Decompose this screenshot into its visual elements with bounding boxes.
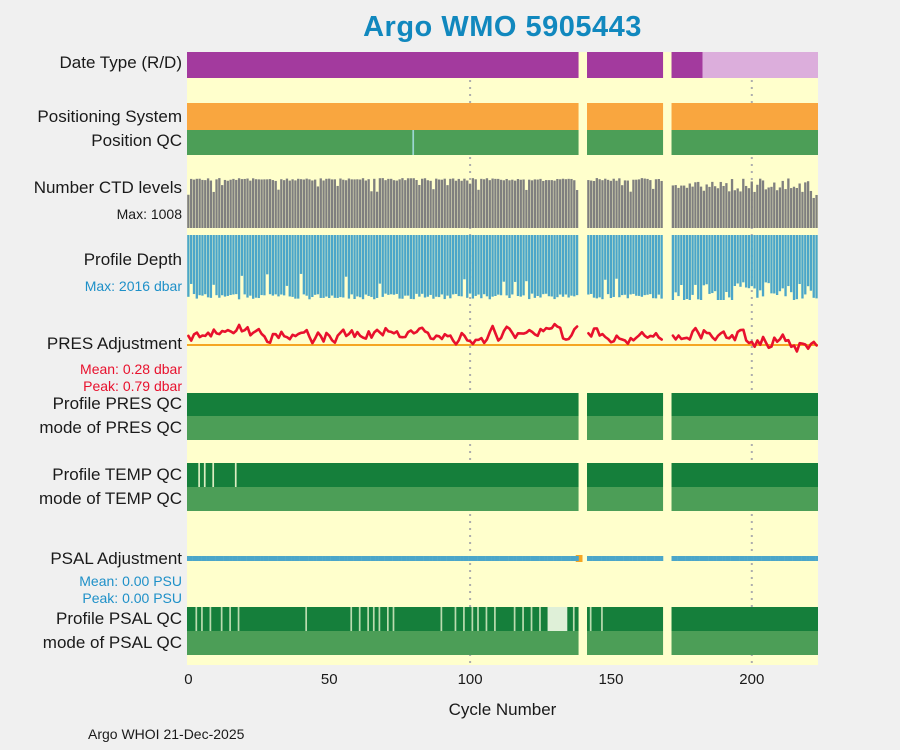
sub-label-ctd-max: Max: 1008 bbox=[116, 206, 182, 222]
sub-label-depth-max: Max: 2016 dbar bbox=[84, 278, 182, 294]
row-label-mode-pres-qc: mode of PRES QC bbox=[39, 418, 182, 437]
row-label-profile-pres-qc: Profile PRES QC bbox=[52, 394, 182, 413]
x-axis-label: Cycle Number bbox=[448, 700, 557, 719]
footer-credit: Argo WHOI 21-Dec-2025 bbox=[88, 726, 245, 742]
row-label-pres-adjustment: PRES Adjustment bbox=[46, 334, 182, 353]
row-label-ctd-levels: Number CTD levels bbox=[33, 178, 182, 197]
sub-label-pres-peak: Peak: 0.79 dbar bbox=[83, 378, 182, 394]
row-label-profile-temp-qc: Profile TEMP QC bbox=[52, 465, 182, 484]
x-tick-label: 200 bbox=[739, 671, 765, 688]
row-label-profile-psal-qc: Profile PSAL QC bbox=[56, 609, 182, 628]
plot-area bbox=[187, 52, 819, 665]
figure-title: Argo WMO 5905443 bbox=[363, 11, 642, 43]
sub-label-psal-peak: Peak: 0.00 PSU bbox=[82, 590, 182, 606]
sub-label-psal-mean: Mean: 0.00 PSU bbox=[79, 573, 182, 589]
row-label-date-type: Date Type (R/D) bbox=[59, 53, 182, 72]
sub-label-pres-mean: Mean: 0.28 dbar bbox=[80, 361, 182, 377]
x-tick-label: 0 bbox=[184, 671, 193, 688]
row-label-profile-depth: Profile Depth bbox=[83, 250, 182, 269]
row-label-position-qc: Position QC bbox=[91, 131, 182, 150]
row-label-positioning: Positioning System bbox=[37, 107, 182, 126]
plot-canvas bbox=[187, 52, 819, 665]
x-tick-label: 150 bbox=[598, 671, 624, 688]
row-label-psal-adjustment: PSAL Adjustment bbox=[50, 549, 182, 568]
row-label-mode-psal-qc: mode of PSAL QC bbox=[42, 633, 182, 652]
x-tick-label: 50 bbox=[320, 671, 338, 688]
row-label-mode-temp-qc: mode of TEMP QC bbox=[39, 489, 182, 508]
x-tick-label: 100 bbox=[457, 671, 483, 688]
